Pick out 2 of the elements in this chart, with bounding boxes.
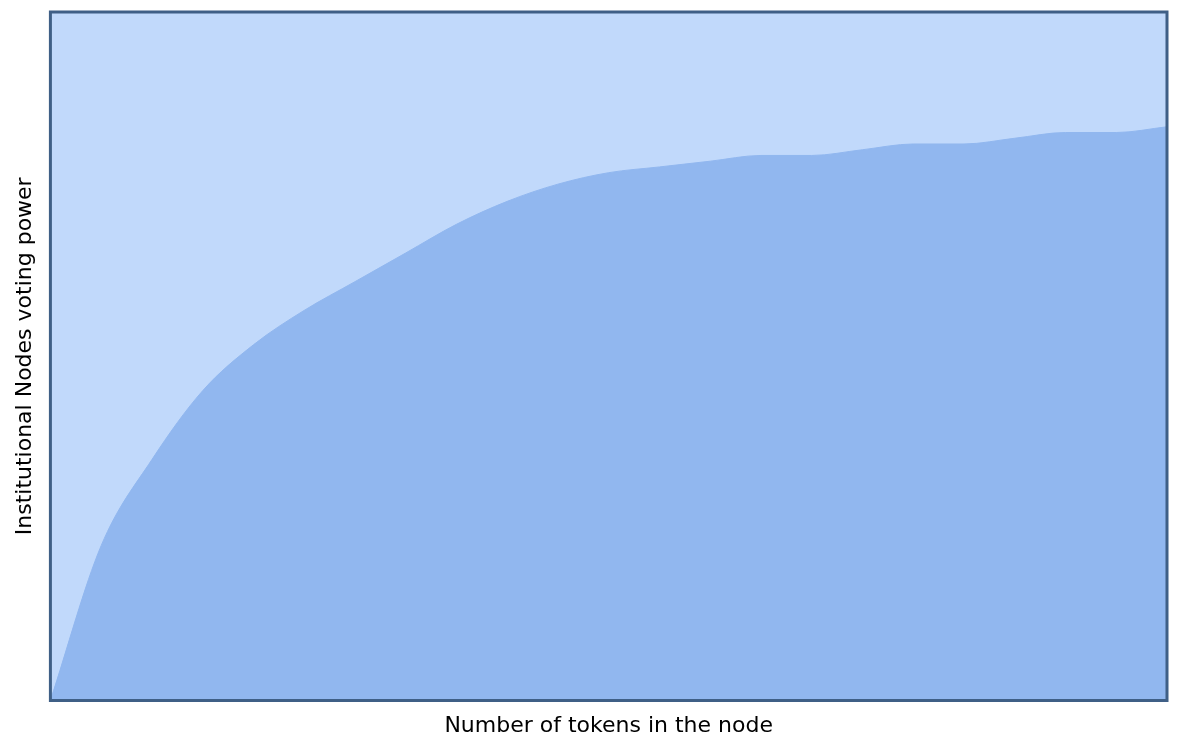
- y-axis-title: Institutional Nodes voting power: [10, 176, 36, 536]
- x-axis-title: Number of tokens in the node: [444, 711, 773, 737]
